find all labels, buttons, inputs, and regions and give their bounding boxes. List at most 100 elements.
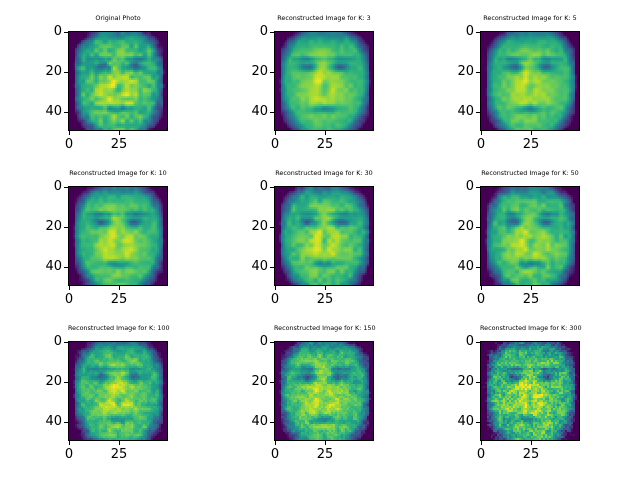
heatmap-cell [345, 126, 347, 128]
heatmap-cell [295, 84, 297, 86]
heatmap-cell [113, 72, 115, 74]
heatmap-cell [283, 72, 285, 74]
heatmap-cell [75, 56, 77, 58]
heatmap-cell [361, 76, 363, 78]
heatmap-cell [159, 120, 161, 122]
heatmap-cell [127, 116, 129, 118]
heatmap-cell [165, 126, 167, 128]
heatmap-cell [281, 84, 283, 86]
heatmap-cell [89, 64, 91, 66]
heatmap-cell [325, 102, 327, 104]
heatmap-cell [153, 90, 155, 92]
heatmap-cell [319, 130, 321, 131]
heatmap-cell [345, 116, 347, 118]
heatmap-cell [147, 96, 149, 98]
heatmap-cell [327, 126, 329, 128]
heatmap-cell [151, 50, 153, 52]
heatmap-cell [163, 128, 165, 130]
heatmap-cell [83, 86, 85, 88]
heatmap-cell [285, 86, 287, 88]
heatmap-cell [327, 34, 329, 36]
heatmap-cell [289, 122, 291, 124]
heatmap-cell [321, 50, 323, 52]
heatmap-cell [331, 92, 333, 94]
heatmap-cell [145, 98, 147, 100]
heatmap-cell [373, 94, 374, 96]
heatmap-cell [279, 90, 281, 92]
heatmap-cell [167, 118, 168, 120]
heatmap-cell [129, 122, 131, 124]
heatmap-cell [91, 128, 93, 130]
heatmap-cell [87, 64, 89, 66]
heatmap-cell [113, 82, 115, 84]
heatmap-cell [69, 112, 71, 114]
heatmap-cell [321, 102, 323, 104]
heatmap-cell [333, 100, 335, 102]
heatmap-cell [87, 92, 89, 94]
heatmap-cell [359, 118, 361, 120]
heatmap-cell [157, 96, 159, 98]
heatmap-cell [139, 72, 141, 74]
heatmap-cell [161, 62, 163, 64]
heatmap-cell [323, 116, 325, 118]
heatmap-cell [301, 108, 303, 110]
heatmap-cell [151, 70, 153, 72]
heatmap-cell [117, 48, 119, 50]
heatmap-cell [355, 96, 357, 98]
heatmap-cell [75, 110, 77, 112]
heatmap-cell [131, 40, 133, 42]
heatmap-cell [329, 96, 331, 98]
heatmap-cell [297, 128, 299, 130]
heatmap-cell [141, 38, 143, 40]
heatmap-cell [149, 44, 151, 46]
heatmap-cell [93, 34, 95, 36]
heatmap-cell [147, 62, 149, 64]
heatmap-cell [283, 38, 285, 40]
heatmap-cell [327, 86, 329, 88]
heatmap-cell [99, 112, 101, 114]
heatmap-cell [73, 126, 75, 128]
heatmap-cell [339, 128, 341, 130]
heatmap-cell [73, 48, 75, 50]
heatmap-cell [159, 86, 161, 88]
heatmap-cell [89, 72, 91, 74]
heatmap-cell [307, 126, 309, 128]
heatmap-cell [297, 94, 299, 96]
heatmap-cell [123, 56, 125, 58]
heatmap-cell [319, 42, 321, 44]
heatmap-cell [83, 106, 85, 108]
heatmap-cell [127, 52, 129, 54]
heatmap-cell [347, 120, 349, 122]
heatmap-cell [361, 58, 363, 60]
heatmap-cell [365, 126, 367, 128]
heatmap-cell [329, 80, 331, 82]
heatmap-cell [161, 80, 163, 82]
heatmap-cell [305, 40, 307, 42]
heatmap-cell [339, 68, 341, 70]
heatmap-cell [77, 122, 79, 124]
heatmap-cell [101, 32, 103, 34]
heatmap-cell [369, 48, 371, 50]
heatmap-cell [329, 76, 331, 78]
heatmap-cell [109, 86, 111, 88]
heatmap-cell [355, 120, 357, 122]
heatmap-cell [275, 116, 277, 118]
heatmap-cell [351, 66, 353, 68]
heatmap-cell [351, 62, 353, 64]
heatmap-cell [95, 62, 97, 64]
heatmap-cell [91, 44, 93, 46]
heatmap-cell [163, 74, 165, 76]
heatmap-cell [85, 96, 87, 98]
heatmap-cell [137, 34, 139, 36]
heatmap-cell [361, 32, 363, 34]
heatmap-cell [139, 94, 141, 96]
heatmap-cell [329, 74, 331, 76]
heatmap-cell [307, 40, 309, 42]
heatmap-cell [147, 92, 149, 94]
heatmap-cell [367, 38, 369, 40]
heatmap-cell [101, 66, 103, 68]
heatmap-cell [361, 114, 363, 116]
heatmap-cell [109, 36, 111, 38]
heatmap-cell [315, 106, 317, 108]
heatmap-cell [325, 124, 327, 126]
